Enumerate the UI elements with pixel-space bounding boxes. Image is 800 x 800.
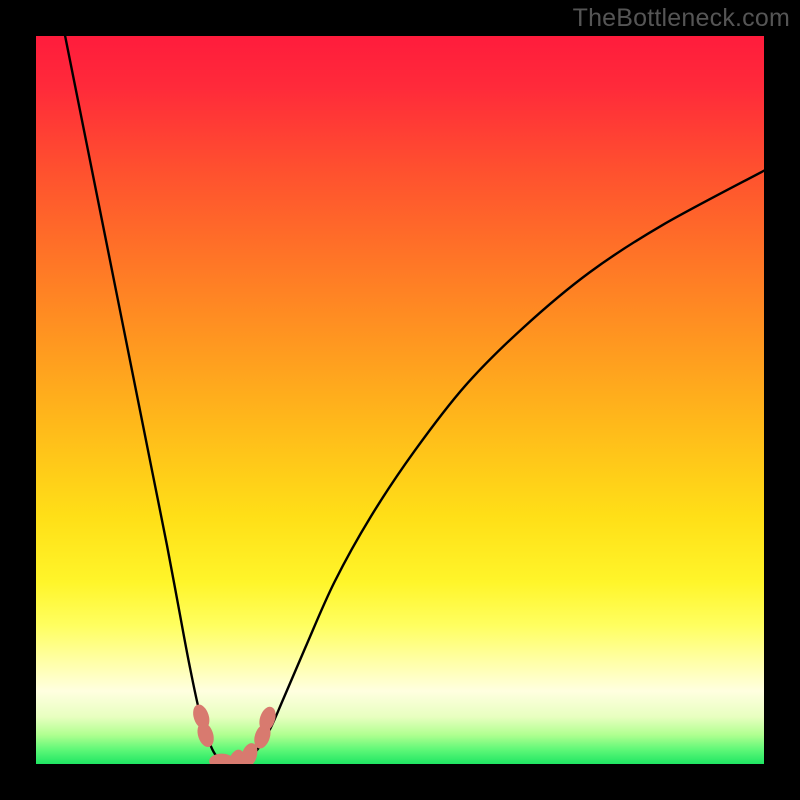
gradient-background: [36, 36, 764, 764]
chart-container: TheBottleneck.com: [0, 0, 800, 800]
watermark-text: TheBottleneck.com: [573, 4, 790, 33]
bottleneck-chart: [0, 0, 800, 800]
plot-area: [36, 36, 764, 775]
